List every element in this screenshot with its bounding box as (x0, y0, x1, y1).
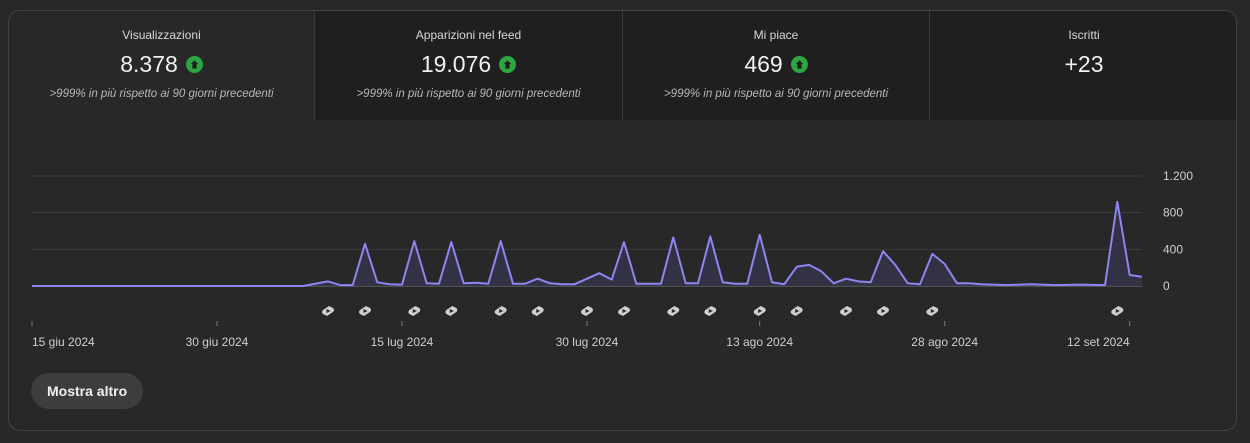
metric-value: 8.378 (120, 50, 178, 77)
metric-value: 19.076 (420, 50, 492, 77)
shorts-icon (322, 304, 334, 318)
x-tick-label: 15 lug 2024 (371, 335, 434, 349)
arrow-up-icon (499, 55, 517, 73)
metric-comparison: >999% in più rispetto ai 90 giorni prece… (663, 88, 889, 100)
x-tick-label: 13 ago 2024 (726, 335, 793, 349)
shorts-icon (618, 304, 630, 318)
metric-comparison: >999% in più rispetto ai 90 giorni prece… (356, 88, 581, 100)
x-tick-label: 30 giu 2024 (186, 335, 249, 349)
shorts-icon (790, 304, 803, 318)
metric-tab-subscribers[interactable]: Iscritti +23 (930, 11, 1236, 120)
series-area (32, 201, 1142, 286)
y-tick-label: 0 (1163, 279, 1170, 293)
metric-label: Mi piace (753, 28, 799, 42)
shorts-icon (704, 304, 717, 318)
x-tick-label: 28 ago 2024 (911, 335, 978, 349)
x-tick-label: 12 set 2024 (1067, 335, 1130, 349)
shorts-icon (926, 304, 939, 318)
arrow-up-icon (185, 55, 203, 73)
shorts-icon (494, 304, 507, 318)
analytics-card: Visualizzazioni 8.378 >999% in più rispe… (8, 10, 1237, 431)
metric-value: 469 (744, 50, 783, 77)
shorts-icon (408, 304, 421, 318)
arrow-up-icon (790, 55, 808, 73)
metric-label: Visualizzazioni (122, 28, 201, 42)
shorts-icon (531, 304, 544, 318)
x-tick-label: 30 lug 2024 (556, 335, 619, 349)
metric-tab-views[interactable]: Visualizzazioni 8.378 >999% in più rispe… (9, 11, 315, 120)
shorts-icon (1111, 304, 1124, 318)
shorts-icon (581, 304, 593, 318)
shorts-icon (445, 304, 458, 318)
shorts-icon (667, 304, 680, 318)
metric-label: Iscritti (1068, 28, 1100, 42)
shorts-icon (877, 304, 889, 318)
shorts-icon (753, 304, 766, 318)
shorts-icon (359, 304, 371, 318)
metric-value: +23 (1064, 50, 1104, 77)
series-line (32, 200, 1143, 287)
y-tick-label: 400 (1163, 242, 1183, 256)
metric-tab-feed-appearances[interactable]: Apparizioni nel feed 19.076 >999% in più… (315, 11, 623, 120)
x-tick-label: 15 giu 2024 (32, 335, 95, 349)
metrics-tabs: Visualizzazioni 8.378 >999% in più rispe… (9, 11, 1236, 120)
metric-label: Apparizioni nel feed (415, 28, 522, 42)
shorts-icon (840, 304, 852, 318)
show-more-button[interactable]: Mostra altro (31, 373, 144, 409)
y-tick-label: 1.200 (1163, 169, 1193, 183)
y-tick-label: 800 (1163, 206, 1183, 220)
metric-comparison: >999% in più rispetto ai 90 giorni prece… (49, 88, 274, 100)
views-line-chart: 0 400 800 1.200 15 giu 2024 30 giu 2024 15 lug… (31, 169, 1193, 349)
metric-tab-likes[interactable]: Mi piace 469 >999% in più rispetto ai 90… (623, 11, 930, 120)
